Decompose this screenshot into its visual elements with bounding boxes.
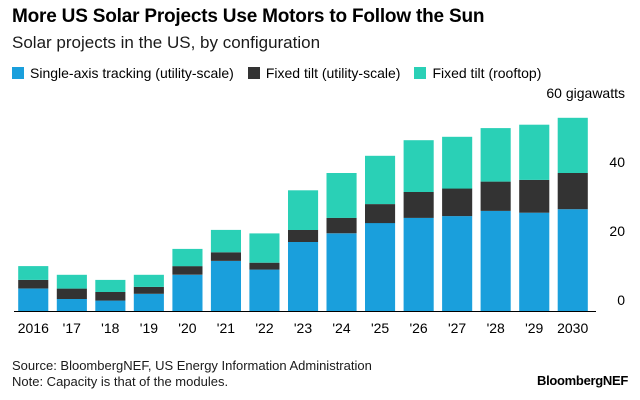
x-tick-label: '18 <box>101 320 119 336</box>
bar-segment-single-axis-6 <box>249 269 280 311</box>
bar-segment-fixed-utility-9 <box>365 204 396 224</box>
legend-item-fixed-utility: Fixed tilt (utility-scale) <box>247 65 401 81</box>
bar-segment-fixed-rooftop-14 <box>557 117 588 173</box>
x-tick-label: '24 <box>332 320 350 336</box>
legend-label-fixed-utility: Fixed tilt (utility-scale) <box>265 65 401 81</box>
bar-segment-fixed-utility-14 <box>557 173 588 210</box>
capacity-note: Note: Capacity is that of the modules. <box>12 374 229 389</box>
bar-segment-single-axis-3 <box>133 293 164 312</box>
bar-segment-single-axis-7 <box>288 242 319 311</box>
legend-item-single-axis: Single-axis tracking (utility-scale) <box>12 65 234 81</box>
bar-segment-single-axis-13 <box>519 212 550 311</box>
bar-segment-fixed-rooftop-13 <box>519 124 550 180</box>
brand-logo: BloombergNEF <box>536 373 628 388</box>
bar-segment-fixed-rooftop-5 <box>210 229 241 253</box>
bar-segment-fixed-rooftop-0 <box>18 266 49 280</box>
x-tick-label: '19 <box>140 320 158 336</box>
x-tick-label: 2016 <box>18 320 49 336</box>
bar-segment-fixed-utility-12 <box>480 181 511 211</box>
y-tick-label: 60 gigawatts <box>546 85 625 101</box>
bar-segment-single-axis-5 <box>210 261 241 311</box>
bar-segment-fixed-utility-8 <box>326 217 357 234</box>
x-tick-label: '27 <box>448 320 466 336</box>
x-tick-label: '22 <box>255 320 273 336</box>
bar-segment-fixed-utility-0 <box>18 279 49 289</box>
bar-segment-single-axis-1 <box>56 298 87 311</box>
footer-notes: Source: BloombergNEF, US Energy Informat… <box>12 358 372 390</box>
bar-segment-fixed-utility-1 <box>56 288 87 299</box>
bar-segment-single-axis-2 <box>95 300 126 311</box>
bar-segment-single-axis-12 <box>480 210 511 311</box>
legend-label-single-axis: Single-axis tracking (utility-scale) <box>30 65 234 81</box>
source-note: Source: BloombergNEF, US Energy Informat… <box>12 358 372 373</box>
bar-segment-fixed-utility-10 <box>403 192 434 218</box>
bar-segment-single-axis-14 <box>557 209 588 311</box>
x-tick-label: 2030 <box>557 320 588 336</box>
legend-swatch-fixed-utility <box>247 67 260 79</box>
bar-segment-fixed-utility-13 <box>519 179 550 213</box>
x-tick-label: '20 <box>178 320 196 336</box>
legend-swatch-fixed-rooftop <box>414 67 427 79</box>
bar-segment-fixed-utility-6 <box>249 262 280 270</box>
legend: Single-axis tracking (utility-scale) Fix… <box>12 65 541 81</box>
y-tick-label: 20 <box>609 223 625 239</box>
x-tick-label: '17 <box>63 320 81 336</box>
bar-segment-single-axis-0 <box>18 288 49 311</box>
x-tick-label: '21 <box>217 320 235 336</box>
x-tick-label: '26 <box>409 320 427 336</box>
x-tick-label: '28 <box>487 320 505 336</box>
x-tick-label: '25 <box>371 320 389 336</box>
bar-segment-single-axis-9 <box>365 223 396 311</box>
bar-segment-single-axis-11 <box>442 216 473 311</box>
bar-segment-fixed-rooftop-9 <box>365 155 396 205</box>
bar-segment-single-axis-4 <box>172 274 203 311</box>
bar-segment-fixed-rooftop-10 <box>403 140 434 192</box>
chart-subtitle: Solar projects in the US, by configurati… <box>12 33 321 52</box>
bar-segment-fixed-rooftop-8 <box>326 173 357 218</box>
bar-segment-fixed-rooftop-1 <box>56 274 87 289</box>
bar-segment-fixed-utility-5 <box>210 252 241 261</box>
bar-segment-fixed-rooftop-11 <box>442 136 473 189</box>
x-tick-label: '29 <box>525 320 543 336</box>
y-tick-label: 0 <box>617 292 625 308</box>
bar-segment-fixed-rooftop-2 <box>95 279 126 292</box>
bar-segment-fixed-rooftop-3 <box>133 274 164 287</box>
bar-segment-fixed-rooftop-12 <box>480 128 511 182</box>
bar-segment-fixed-utility-4 <box>172 266 203 275</box>
bar-segment-fixed-utility-11 <box>442 188 473 217</box>
legend-item-fixed-rooftop: Fixed tilt (rooftop) <box>414 65 541 81</box>
bar-segment-fixed-rooftop-7 <box>288 190 319 230</box>
legend-swatch-single-axis <box>12 67 24 79</box>
bar-segment-fixed-rooftop-6 <box>249 233 280 263</box>
bar-segment-fixed-utility-7 <box>288 229 319 242</box>
bar-segment-single-axis-8 <box>326 233 357 311</box>
chart-title: More US Solar Projects Use Motors to Fol… <box>12 6 485 27</box>
bar-segment-fixed-rooftop-4 <box>172 248 203 267</box>
x-tick-label: '23 <box>294 320 312 336</box>
y-tick-label: 40 <box>609 154 625 170</box>
legend-label-fixed-rooftop: Fixed tilt (rooftop) <box>432 65 542 81</box>
bar-segment-fixed-utility-2 <box>95 292 126 301</box>
bar-segment-fixed-utility-3 <box>133 286 164 294</box>
bar-segment-single-axis-10 <box>403 217 434 311</box>
